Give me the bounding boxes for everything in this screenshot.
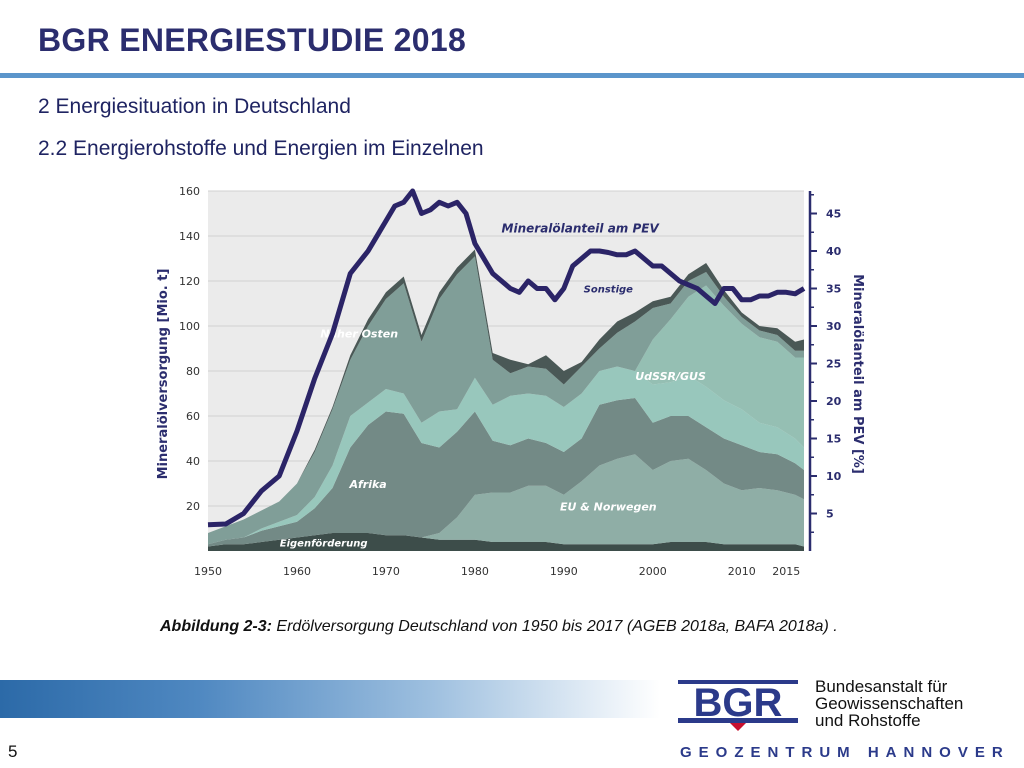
page-number: 5 <box>8 742 18 761</box>
subsection-heading: 2.2 Energierohstoffe und Energien im Ein… <box>38 137 484 160</box>
footer-gradient-bar <box>0 680 660 718</box>
area-series <box>208 285 804 545</box>
slide-title: BGR ENERGIESTUDIE 2018 <box>38 22 467 58</box>
x-tick-label: 2010 <box>728 565 756 578</box>
x-tick-label: 1950 <box>194 565 222 578</box>
area-series <box>208 366 804 545</box>
x-tick-label: 1970 <box>372 565 400 578</box>
area-series <box>208 454 804 547</box>
org-name-line2: Geowissenschaften <box>815 694 964 713</box>
y-tick-label-left: 40 <box>186 455 200 468</box>
figure-caption: Abbildung 2-3: Erdölversorgung Deutschla… <box>160 618 838 636</box>
y-tick-label-right: 5 <box>826 508 834 521</box>
oil-supply-chart: Naher Osten UdSSR/GUS Afrika EU & Norwegen S… <box>150 185 872 585</box>
y-tick-label-left: 20 <box>186 500 200 513</box>
y-tick-label-left: 160 <box>179 185 200 198</box>
y-tick-label-right: 45 <box>826 208 841 221</box>
y-tick-label-left: 60 <box>186 410 200 423</box>
caption-label: Abbildung 2-3: <box>160 618 272 635</box>
x-tick-label: 1990 <box>550 565 578 578</box>
area-series <box>208 398 804 547</box>
y-tick-label-left: 80 <box>186 365 200 378</box>
area-label: Sonstige <box>584 284 634 295</box>
x-tick-label: 1960 <box>283 565 311 578</box>
y-tick-label-right: 10 <box>826 470 842 483</box>
y-tick-label-right: 25 <box>826 358 841 371</box>
area-label: EU & Norwegen <box>560 501 657 514</box>
area-series <box>208 256 804 545</box>
y-tick-label-right: 35 <box>826 283 841 296</box>
org-name-line3: und Rohstoffe <box>815 711 921 730</box>
y-tick-label-left: 120 <box>179 275 200 288</box>
logo-text: BGR <box>694 681 783 725</box>
bgr-logo: BGR <box>678 680 798 731</box>
y-tick-label-right: 30 <box>826 320 842 333</box>
org-name-line1: Bundesanstalt für <box>815 677 948 696</box>
title-divider <box>0 73 1024 78</box>
y-tick-label-left: 140 <box>179 230 200 243</box>
area-label: Naher Osten <box>320 327 398 340</box>
area-label: UdSSR/GUS <box>635 370 706 383</box>
section-heading: 2 Energiesituation in Deutschland <box>38 95 351 118</box>
x-tick-label: 2015 <box>772 565 800 578</box>
caption-text: Erdölversorgung Deutschland von 1950 bis… <box>271 618 838 635</box>
y-tick-label-right: 20 <box>826 395 842 408</box>
line-label: Mineralölanteil am PEV <box>502 221 661 235</box>
area-label: Afrika <box>349 478 387 491</box>
x-tick-label: 1980 <box>461 565 489 578</box>
logo-triangle <box>730 723 746 731</box>
y-tick-label-right: 15 <box>826 433 841 446</box>
area-label: Eigenförderung <box>280 539 368 550</box>
geozentrum-label: GEOZENTRUM HANNOVER <box>680 744 1010 761</box>
y-tick-label-right: 40 <box>826 245 842 258</box>
pev-share-line <box>207 188 806 528</box>
y-axis-label-right: Mineralölanteil am PEV [%] <box>850 274 865 474</box>
y-axis-label-left: Mineralölversorgung [Mio. t] <box>156 269 171 480</box>
y-tick-label-left: 100 <box>179 320 200 333</box>
x-tick-label: 2000 <box>639 565 667 578</box>
